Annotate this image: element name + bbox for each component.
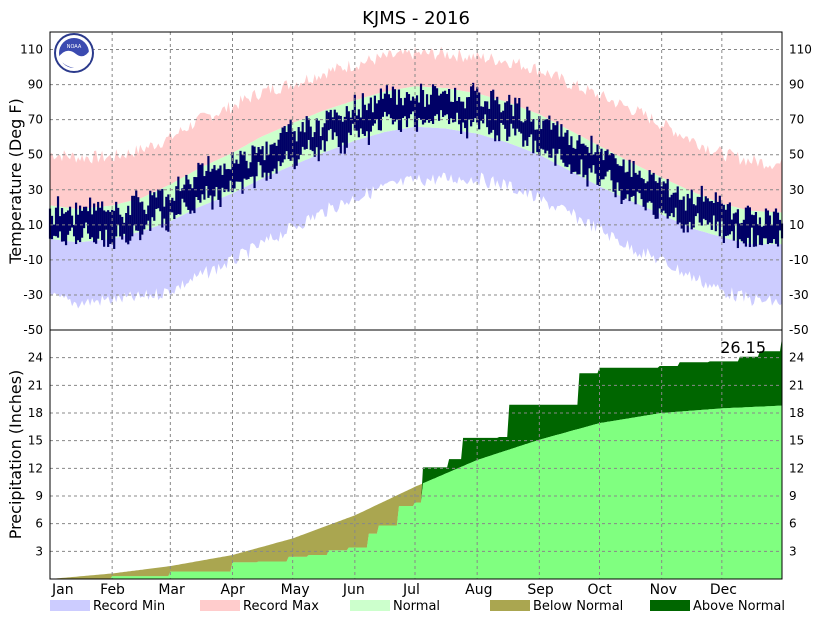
temp-y-tick-left: 50 [28,148,43,162]
precip-y-tick-left: 9 [35,489,43,503]
precip-y-tick-right: 15 [789,434,804,448]
temp-y-tick-right: -30 [789,288,809,302]
month-tick-label: Nov [650,582,677,598]
legend-label: Record Min [93,599,165,614]
precip-y-tick-left: 3 [35,544,43,558]
precip-below-normal-area [50,405,782,579]
temp-y-tick-right: 50 [789,148,804,162]
temp-y-tick-right: 10 [789,218,804,232]
legend-swatch [650,600,690,611]
temp-y-tick-left: 30 [28,183,43,197]
month-tick-label: Apr [220,582,244,598]
legend-swatch [50,600,90,611]
noaa-logo-icon [54,33,94,73]
month-tick-label: Feb [100,582,125,598]
precip-y-tick-left: 15 [28,434,43,448]
legend-label: Record Max [243,599,319,614]
temp-y-tick-right: 30 [789,183,804,197]
temp-y-tick-right: 110 [789,43,812,57]
temp-y-tick-right: 70 [789,113,804,127]
legend [50,600,690,611]
month-tick-label: Sep [527,582,554,598]
precip-above-normal-area [50,337,782,579]
temp-y-tick-left: -30 [23,288,43,302]
temp-y-tick-left: -10 [23,253,43,267]
precip-y-tick-left: 24 [28,351,43,365]
grid-lines [50,32,782,579]
temp-y-tick-right: -50 [789,323,809,337]
precip-y-tick-right: 3 [789,544,797,558]
logo-bird [58,50,90,69]
precip-y-tick-right: 21 [789,378,804,392]
month-tick-label: Jun [342,582,365,598]
month-tick-label: May [281,582,310,598]
precip-y-tick-right: 12 [789,461,804,475]
temp-y-tick-left: -50 [23,323,43,337]
temp-y-tick-left: 110 [20,43,43,57]
precip-y-tick-left: 18 [28,406,43,420]
month-tick-label: Dec [710,582,737,598]
month-tick-label: Oct [588,582,613,598]
observed-temperature-bars [48,82,784,249]
precip-y-tick-left: 21 [28,378,43,392]
temp-y-tick-right: -10 [789,253,809,267]
month-tick-label: Mar [158,582,185,598]
precip-y-tick-left: 12 [28,461,43,475]
precip-normal-fill [50,405,782,579]
legend-swatch [490,600,530,611]
month-tick-label: Aug [465,582,492,598]
legend-label: Normal [393,599,440,614]
temp-y-tick-left: 90 [28,78,43,92]
precip-y-tick-right: 24 [789,351,804,365]
temperature-axis-label: Temperature (Deg F) [6,98,25,265]
month-tick-label: Jan [51,582,74,598]
precipitation-plot-frame [49,329,783,580]
legend-swatch [200,600,240,611]
record-min-band [50,126,782,309]
precip-y-tick-right: 6 [789,517,797,531]
precipitation-axis-label: Precipitation (Inches) [6,370,25,540]
precip-y-tick-left: 6 [35,517,43,531]
legend-label: Above Normal [693,599,785,614]
precip-y-tick-right: 9 [789,489,797,503]
chart-title: KJMS - 2016 [362,8,470,29]
temp-y-tick-left: 70 [28,113,43,127]
legend-label: Below Normal [533,599,623,614]
temp-y-tick-right: 90 [789,78,804,92]
temp-y-tick-left: 10 [28,218,43,232]
record-max-band [50,46,782,213]
precip-total-annotation: 26.15 [720,338,766,357]
legend-swatch [350,600,390,611]
precip-y-tick-right: 18 [789,406,804,420]
logo-text: NOAA [67,44,82,50]
month-tick-label: Jul [402,582,420,598]
